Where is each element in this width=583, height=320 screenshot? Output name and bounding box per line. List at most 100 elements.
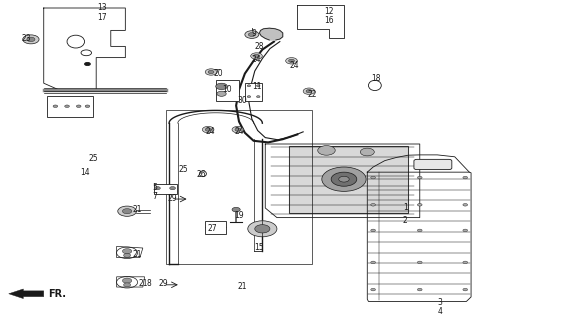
Text: 25: 25 (179, 165, 188, 174)
Text: 5: 5 (152, 183, 157, 192)
Text: 27: 27 (208, 224, 217, 233)
Text: 1: 1 (403, 204, 408, 212)
Text: 28: 28 (255, 42, 264, 51)
Circle shape (118, 206, 136, 216)
Circle shape (247, 96, 251, 98)
Circle shape (216, 83, 227, 90)
Text: 22: 22 (307, 90, 317, 99)
Polygon shape (297, 5, 344, 38)
Text: 14: 14 (80, 168, 89, 177)
Text: 24: 24 (205, 127, 215, 136)
Circle shape (318, 146, 335, 155)
Text: 21: 21 (132, 250, 142, 259)
Circle shape (371, 229, 375, 232)
Circle shape (286, 58, 297, 64)
Bar (245, 83, 262, 101)
Circle shape (339, 176, 349, 182)
Circle shape (331, 172, 357, 186)
Circle shape (65, 105, 69, 108)
Circle shape (257, 85, 260, 87)
Circle shape (122, 249, 132, 254)
Text: 21: 21 (237, 282, 247, 291)
Bar (47, 96, 93, 117)
Circle shape (417, 229, 422, 232)
Circle shape (303, 88, 315, 94)
Circle shape (463, 229, 468, 232)
Bar (289, 146, 408, 213)
Polygon shape (9, 289, 44, 299)
Circle shape (463, 288, 468, 291)
Text: 21: 21 (138, 279, 147, 288)
Text: 16: 16 (325, 16, 334, 25)
Circle shape (85, 105, 90, 108)
Polygon shape (44, 8, 125, 90)
Text: 10: 10 (223, 85, 232, 94)
Circle shape (322, 167, 366, 191)
Text: 26: 26 (196, 170, 206, 179)
Circle shape (122, 209, 132, 214)
Polygon shape (117, 246, 143, 258)
Text: 13: 13 (97, 4, 107, 12)
Circle shape (232, 126, 244, 133)
Text: 15: 15 (255, 244, 264, 252)
Text: 4: 4 (438, 308, 442, 316)
Circle shape (205, 128, 211, 131)
Circle shape (122, 278, 132, 283)
Circle shape (463, 261, 468, 264)
Text: 17: 17 (97, 13, 107, 22)
Circle shape (417, 261, 422, 264)
Circle shape (417, 176, 422, 179)
Circle shape (248, 221, 277, 237)
Circle shape (85, 62, 90, 66)
Circle shape (154, 187, 160, 190)
Circle shape (417, 204, 422, 206)
Text: 24: 24 (252, 55, 261, 64)
Text: 24: 24 (234, 127, 244, 136)
Bar (216, 80, 239, 101)
Circle shape (371, 176, 375, 179)
Circle shape (306, 90, 312, 93)
Circle shape (247, 85, 251, 87)
Circle shape (124, 283, 131, 287)
Circle shape (76, 105, 81, 108)
Bar (205, 221, 226, 234)
Circle shape (255, 225, 270, 233)
Circle shape (417, 288, 422, 291)
Polygon shape (117, 277, 145, 287)
Text: 21: 21 (132, 205, 142, 214)
Text: 23: 23 (22, 34, 31, 43)
Text: 9: 9 (251, 29, 256, 38)
Circle shape (232, 207, 240, 212)
Text: 2: 2 (403, 216, 408, 225)
Text: 24: 24 (290, 61, 299, 70)
Circle shape (371, 204, 375, 206)
Text: 12: 12 (325, 7, 334, 16)
Bar (154, 184, 177, 194)
Text: 30: 30 (237, 96, 247, 105)
Circle shape (202, 126, 214, 133)
Circle shape (463, 204, 468, 206)
Text: 7: 7 (152, 192, 157, 201)
Circle shape (245, 31, 259, 38)
Circle shape (360, 148, 374, 156)
Circle shape (217, 91, 226, 96)
Circle shape (254, 54, 259, 58)
Text: FR.: FR. (48, 289, 66, 299)
Circle shape (23, 35, 39, 44)
Text: 8: 8 (146, 279, 151, 288)
Circle shape (235, 128, 241, 131)
Circle shape (124, 253, 131, 257)
Text: 11: 11 (252, 82, 261, 91)
Circle shape (289, 59, 294, 62)
Circle shape (205, 69, 217, 75)
Circle shape (371, 261, 375, 264)
Circle shape (170, 187, 175, 190)
Circle shape (371, 288, 375, 291)
Text: 20: 20 (214, 69, 223, 78)
Circle shape (27, 37, 35, 42)
Circle shape (463, 176, 468, 179)
FancyBboxPatch shape (414, 159, 452, 170)
Circle shape (251, 53, 262, 59)
Text: 3: 3 (438, 298, 442, 307)
Circle shape (53, 105, 58, 108)
